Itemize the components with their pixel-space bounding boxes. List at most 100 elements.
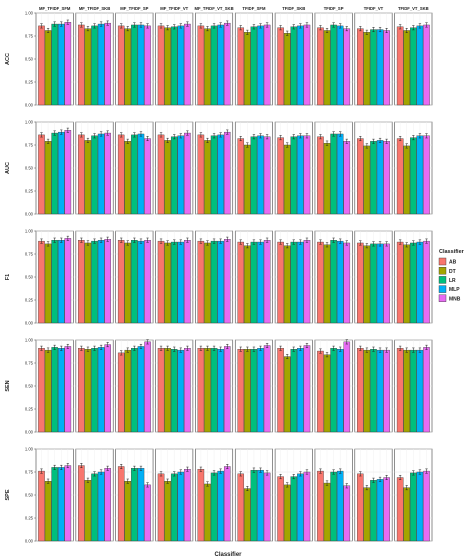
bar [184, 132, 191, 215]
bar [84, 140, 92, 215]
bar [38, 240, 45, 324]
bar [157, 473, 165, 542]
bar [370, 243, 377, 324]
bar [244, 349, 251, 433]
bar [357, 242, 364, 324]
bar [363, 145, 371, 215]
bar [51, 240, 58, 324]
y-tick-label: 0.75 [25, 252, 34, 257]
bar [124, 242, 132, 324]
bar [57, 240, 65, 324]
bar [64, 346, 72, 433]
bar [263, 24, 271, 106]
y-tick-label: 0.50 [25, 384, 34, 389]
bar [131, 240, 138, 324]
bar [170, 473, 178, 542]
y-tick-label: 0.00 [25, 212, 34, 217]
bar [64, 465, 72, 542]
bar [64, 22, 72, 106]
bar [410, 137, 417, 215]
bar [383, 349, 390, 433]
bar [170, 241, 178, 324]
legend-key [438, 257, 447, 266]
bar [204, 140, 211, 215]
legend-key [438, 276, 447, 284]
y-tick-label: 0.00 [25, 103, 34, 108]
bar [91, 240, 98, 324]
bar [177, 471, 185, 542]
bar [257, 135, 264, 215]
bar [317, 470, 324, 542]
y-tick-label: 0.25 [25, 80, 34, 85]
bar [250, 26, 258, 106]
bar [137, 468, 145, 542]
facet-label: TFIDF_SKB [282, 6, 305, 11]
y-tick-label: 0.75 [25, 34, 34, 39]
bar [297, 473, 304, 542]
bar [210, 240, 218, 324]
bar [416, 349, 424, 433]
legend: Classifier AB DT LR MLP MNB [438, 249, 465, 302]
bar [204, 242, 211, 324]
bar [57, 348, 65, 433]
bar [38, 134, 45, 215]
bar [336, 349, 344, 433]
y-tick-label: 0.50 [25, 166, 34, 171]
facet-label: MF_TFIDF_VT [160, 6, 188, 11]
bar [330, 471, 337, 542]
bar [383, 30, 390, 106]
bar [357, 473, 364, 542]
bar [204, 348, 211, 433]
bar [157, 25, 165, 106]
bar [44, 243, 52, 324]
bar [376, 243, 384, 324]
bar [217, 134, 224, 215]
bar [137, 240, 145, 324]
bar [51, 467, 58, 542]
bar [357, 348, 364, 433]
bar [164, 481, 171, 542]
bar [410, 27, 417, 106]
bar [263, 240, 271, 324]
bar [244, 32, 251, 106]
bar [84, 242, 92, 324]
bar [164, 242, 171, 324]
bar [277, 27, 284, 106]
bar [97, 23, 105, 106]
bar [283, 144, 291, 215]
y-tick-label: 0.25 [25, 298, 34, 303]
y-tick-label: 0.75 [25, 143, 34, 148]
y-tick-label: 0.75 [25, 470, 34, 475]
bar [277, 241, 284, 324]
bar [303, 471, 311, 542]
x-axis-title: Classifier [214, 552, 242, 558]
bar [57, 23, 65, 106]
bar [290, 349, 298, 433]
legend-label: MNB [449, 296, 461, 302]
facet-label: MF_TFIDF_SKB [79, 6, 110, 11]
metric-label: ACC [5, 53, 11, 65]
bar [383, 141, 390, 215]
bar [91, 25, 98, 106]
bar [137, 133, 145, 215]
bar [78, 134, 85, 215]
bar [210, 348, 218, 433]
bar [403, 244, 411, 324]
bar [97, 471, 105, 542]
bar [330, 348, 337, 433]
bar [157, 348, 165, 433]
bar [223, 466, 231, 542]
bar [396, 138, 404, 215]
bar [131, 24, 138, 106]
facet-label: MF_TFIDF_SFM [39, 6, 71, 11]
bar [343, 341, 351, 433]
bar [370, 29, 377, 106]
bar [164, 140, 171, 215]
bar [78, 240, 85, 324]
bar [410, 349, 417, 433]
legend-label: LR [449, 278, 456, 284]
bar [217, 349, 224, 433]
bar [290, 26, 298, 106]
bar [277, 476, 284, 542]
